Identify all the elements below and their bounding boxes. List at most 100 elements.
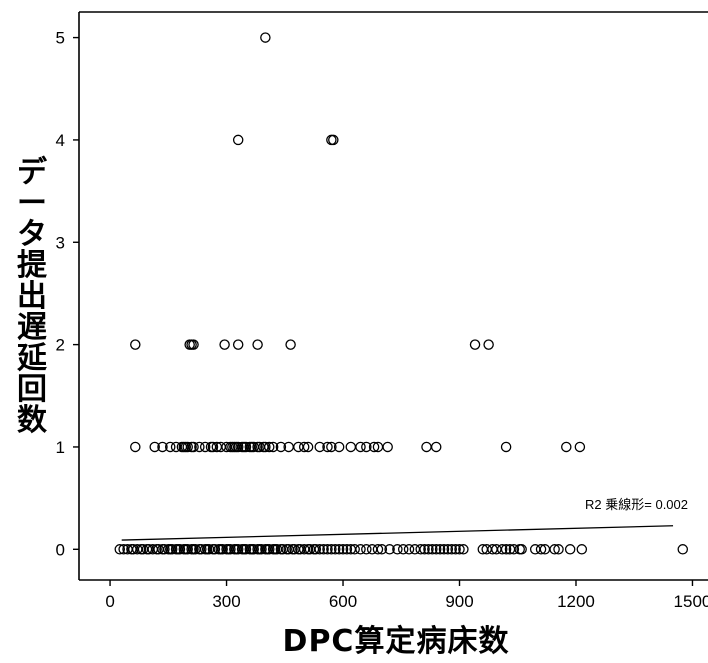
data-point — [392, 544, 403, 555]
y-tick-label: 5 — [56, 29, 65, 48]
data-point — [232, 134, 244, 146]
data-point — [240, 544, 252, 555]
data-point — [267, 441, 279, 453]
data-point — [438, 544, 450, 555]
data-point — [157, 441, 168, 453]
y-tick-label: 3 — [56, 233, 65, 252]
data-point — [333, 441, 345, 453]
y-axis-title-char: デ — [17, 155, 48, 190]
data-point — [260, 32, 271, 43]
data-point — [382, 441, 393, 453]
data-point — [256, 544, 267, 555]
data-point — [174, 544, 186, 555]
data-point — [188, 339, 199, 350]
data-point — [516, 544, 527, 555]
data-point — [333, 544, 345, 555]
data-point — [164, 441, 176, 453]
r-squared-annotation: R2 乗線形= 0.002 — [585, 497, 688, 512]
data-point — [535, 544, 547, 555]
data-point — [442, 544, 454, 555]
data-point — [298, 441, 310, 453]
data-point — [326, 441, 337, 453]
data-point — [469, 339, 481, 350]
y-tick-label: 2 — [56, 336, 65, 355]
data-point — [564, 544, 576, 555]
data-point — [403, 544, 415, 555]
data-point — [199, 441, 211, 453]
data-point — [130, 339, 141, 350]
data-point — [458, 544, 469, 555]
data-point — [182, 544, 193, 555]
data-point — [423, 544, 434, 555]
data-point — [314, 544, 325, 555]
data-point — [260, 441, 271, 453]
data-point — [166, 544, 178, 555]
data-point — [361, 441, 372, 453]
x-tick-label: 600 — [329, 592, 357, 611]
y-axis-title-char: タ — [17, 217, 47, 252]
y-tick-label: 0 — [56, 540, 65, 559]
y-axis-title-char: ー — [17, 186, 47, 221]
data-point — [252, 339, 263, 350]
data-point — [355, 441, 366, 453]
x-tick-label: 300 — [212, 592, 240, 611]
x-axis-title: DPC算定病床数 — [283, 624, 510, 659]
data-point — [341, 544, 353, 555]
data-point — [264, 441, 275, 453]
data-point — [149, 441, 160, 453]
data-point — [310, 544, 322, 555]
y-axis-title-char: 数 — [17, 403, 48, 438]
fit-line-layer — [121, 525, 674, 541]
x-tick-label: 1500 — [674, 592, 708, 611]
data-point — [415, 544, 426, 555]
data-point — [130, 441, 141, 453]
data-point — [549, 544, 560, 555]
data-point — [188, 441, 199, 453]
data-point — [318, 544, 329, 555]
x-tick-label: 1200 — [557, 592, 595, 611]
data-point — [285, 339, 296, 350]
data-point — [500, 544, 512, 555]
data-point — [349, 544, 360, 555]
y-axis-title-char: 遅 — [17, 310, 47, 345]
data-point — [345, 441, 357, 453]
data-point — [182, 441, 193, 453]
data-point — [225, 544, 236, 555]
data-point — [419, 544, 430, 555]
data-point — [264, 544, 275, 555]
data-point — [114, 544, 126, 555]
data-point — [496, 544, 508, 555]
data-point — [384, 544, 395, 555]
data-point — [330, 544, 341, 555]
data-point — [232, 339, 244, 350]
data-point — [194, 441, 205, 453]
data-point — [430, 544, 442, 555]
data-point — [561, 441, 572, 453]
data-point — [553, 544, 564, 555]
x-tick-label: 0 — [105, 592, 114, 611]
y-tick-label: 4 — [56, 131, 65, 150]
data-point — [500, 441, 512, 453]
data-point — [240, 441, 252, 453]
data-point — [232, 441, 244, 453]
data-point — [207, 441, 219, 453]
data-point — [322, 441, 333, 453]
data-point — [209, 544, 221, 555]
data-point — [430, 441, 442, 453]
y-axis-title-char: 延 — [16, 341, 48, 376]
y-axis-title-char: 提 — [17, 248, 48, 283]
x-tick-label: 900 — [445, 592, 473, 611]
data-point — [159, 544, 170, 555]
x-axis-ticks: 0 300 600 900 1200 1500 — [105, 580, 708, 611]
data-point — [454, 544, 465, 555]
data-point — [361, 544, 372, 555]
data-point — [376, 544, 388, 555]
data-point — [219, 339, 230, 350]
data-point — [368, 441, 380, 453]
data-point — [576, 544, 588, 555]
data-point — [232, 544, 244, 555]
data-point — [574, 441, 586, 453]
data-point — [677, 544, 689, 555]
